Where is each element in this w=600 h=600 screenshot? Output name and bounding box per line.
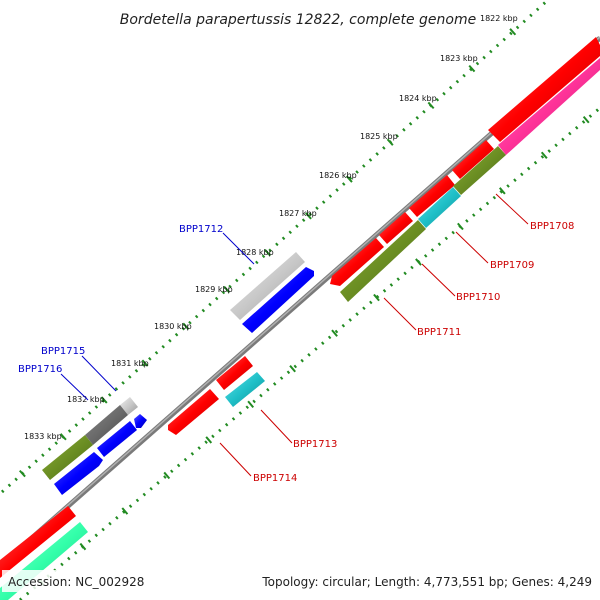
gene-label[interactable]: BPP1708 [530, 221, 574, 232]
tick-label: 1832 kbp [67, 395, 105, 404]
cds-arrow-blue[interactable] [97, 421, 137, 457]
label-leader-lines [60, 193, 529, 477]
major-tick [540, 151, 548, 159]
tick-label: 1828 kbp [236, 248, 274, 257]
genome-summary: Topology: circular; Length: 4,773,551 bp… [261, 575, 592, 589]
major-tick [331, 329, 338, 337]
gene-label[interactable]: BPP1711 [417, 327, 461, 338]
cds-arrow-blue[interactable] [242, 267, 314, 333]
map-title: Bordetella parapertussis 12822, complete… [120, 12, 476, 28]
tick-label: 1827 kbp [279, 209, 317, 218]
major-tick [59, 433, 67, 441]
tick-label: 1831 kbp [111, 359, 149, 368]
forward-cds-track [330, 37, 600, 286]
footer-backdrop-left [2, 570, 152, 592]
feature-bar-gray[interactable] [120, 397, 138, 415]
scale-track-inner [19, 106, 600, 600]
gene-label[interactable]: BPP1714 [253, 473, 297, 484]
major-tick [247, 400, 255, 409]
feature-bar-cyan[interactable] [418, 187, 461, 228]
cds-arrow[interactable] [379, 212, 413, 244]
tick-label: 1824 kbp [399, 94, 437, 103]
tick-label: 1833 kbp [24, 432, 62, 441]
major-tick [19, 469, 26, 478]
major-tick [373, 293, 380, 302]
cds-arrow[interactable] [0, 506, 76, 578]
inner-tick-marks [37, 115, 590, 586]
gene-label[interactable]: BPP1713 [293, 439, 337, 450]
tick-label: 1823 kbp [440, 54, 478, 63]
scale-tick-marks [19, 28, 517, 478]
cds-arrow[interactable] [168, 389, 219, 435]
cds-arrow[interactable] [330, 238, 384, 286]
major-tick [415, 258, 422, 266]
tick-label: 1826 kbp [319, 171, 357, 180]
major-tick [345, 175, 353, 183]
feature-bar-olive[interactable] [42, 435, 93, 480]
feature-bar-gray-dark[interactable] [85, 405, 128, 445]
feature-bar-gray[interactable] [230, 252, 305, 320]
feature-bar-magenta[interactable] [498, 58, 600, 155]
tick-label: 1822 kbp [480, 14, 518, 23]
gene-label[interactable]: BPP1709 [490, 260, 534, 271]
major-tick [163, 471, 171, 480]
feature-bar-cyan[interactable] [225, 372, 265, 407]
cds-arrow[interactable] [452, 140, 494, 179]
mid-features [168, 356, 265, 435]
gene-label[interactable]: BPP1710 [456, 292, 500, 303]
major-tick [427, 101, 435, 110]
major-tick [457, 222, 464, 231]
major-tick [468, 64, 476, 73]
major-tick [79, 542, 87, 551]
major-tick [498, 187, 506, 195]
major-tick [205, 436, 213, 444]
cds-arrow-blue[interactable] [54, 452, 103, 495]
gene-label[interactable]: BPP1715 [41, 346, 85, 357]
major-tick [182, 322, 190, 330]
major-tick [141, 359, 149, 367]
tick-label: 1829 kbp [195, 285, 233, 294]
cds-arrow[interactable] [216, 356, 253, 390]
bpp1712-features [230, 252, 314, 333]
gene-label[interactable]: BPP1716 [18, 364, 62, 375]
accession-label: Accession: NC_002928 [8, 575, 144, 589]
tick-label: 1825 kbp [360, 132, 398, 141]
left-cluster-features [42, 397, 147, 495]
scale-tick-labels: 1822 kbp 1823 kbp 1824 kbp 1825 kbp 1826… [24, 14, 518, 441]
scale-track-outer [0, 0, 550, 494]
tick-label: 1830 kbp [154, 322, 192, 331]
major-tick [582, 115, 590, 124]
cds-arrow[interactable] [409, 175, 455, 217]
gene-labels: BPP1708 BPP1709 BPP1710 BPP1711 BPP1712 … [18, 221, 574, 484]
feature-bar-olive[interactable] [453, 146, 506, 195]
cds-arrow-blue[interactable] [134, 414, 147, 428]
gene-label[interactable]: BPP1712 [179, 224, 223, 235]
cds-arrow[interactable] [488, 37, 600, 142]
major-tick [386, 138, 394, 146]
major-tick [100, 396, 108, 404]
major-tick [223, 285, 231, 294]
major-tick [264, 249, 272, 257]
major-tick [289, 365, 296, 373]
major-tick [509, 28, 517, 36]
feature-bar-olive[interactable] [340, 220, 426, 302]
feature-track-2 [340, 58, 600, 302]
major-tick [121, 507, 129, 515]
major-tick [305, 212, 312, 220]
